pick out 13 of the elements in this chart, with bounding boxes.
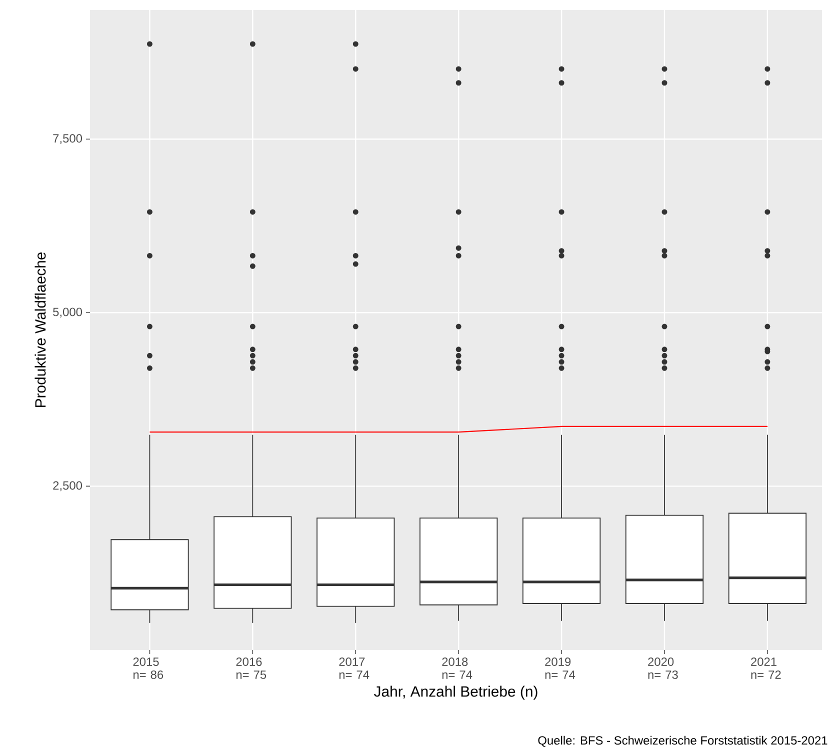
- y-axis-title: Produktive Waldflaeche: [34, 252, 46, 407]
- x-tick-label: 2016 n= 75: [236, 658, 266, 679]
- x-tick-label: 2015 n= 86: [133, 658, 164, 679]
- x-tick-label: 2020 n= 73: [648, 658, 678, 679]
- x-tick-label: 2019 n= 74: [545, 658, 576, 679]
- y-tick-label: 5,000: [53, 308, 82, 318]
- y-tick-label: 7,500: [53, 134, 82, 144]
- x-axis-title: Jahr, Anzahl Betriebe (n): [374, 686, 538, 700]
- x-tick-label: 2018 n= 74: [442, 658, 472, 679]
- source-note: Quelle: BFS - Schweizerische Forststatistik 2015-2021: [538, 736, 828, 747]
- x-tick-label: 2021 n= 72: [751, 658, 781, 679]
- x-tick-label: 2017 n= 74: [339, 658, 370, 679]
- y-tick-label: 2,500: [53, 481, 82, 492]
